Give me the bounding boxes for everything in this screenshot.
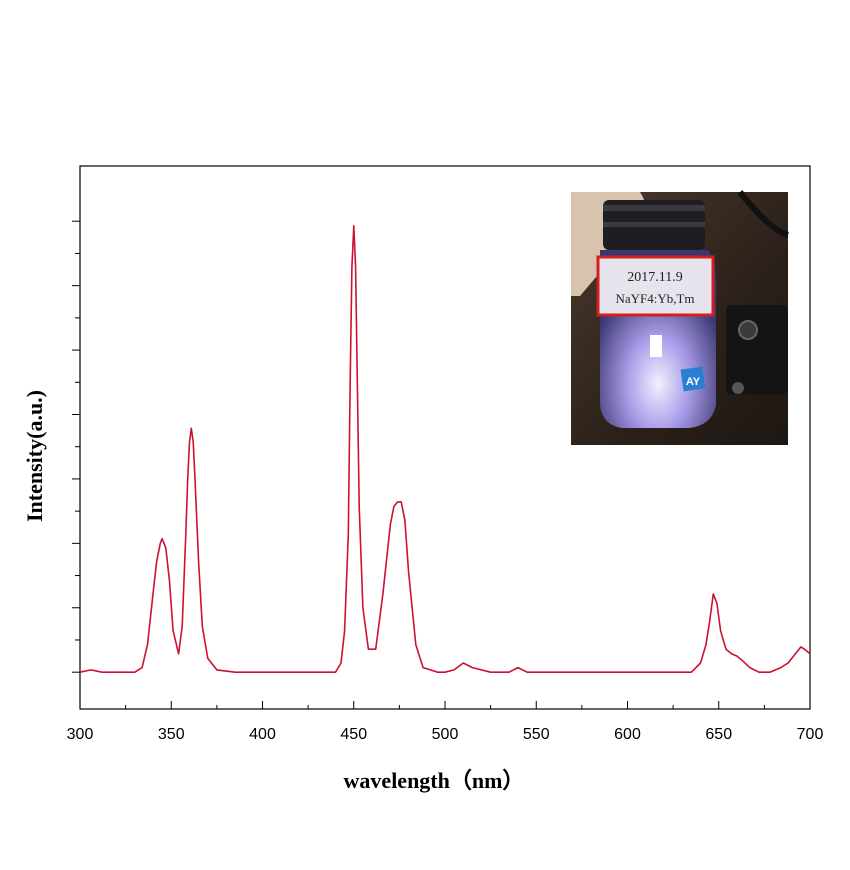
y-axis-title: Intensity(a.u.) — [22, 390, 47, 522]
x-tick-label: 700 — [797, 726, 824, 743]
x-tick-label: 400 — [249, 726, 276, 743]
x-tick-label: 600 — [614, 726, 641, 743]
x-axis-tick-labels: 300 350 400 450 500 550 600 650 700 — [67, 726, 824, 743]
x-tick-label: 650 — [705, 726, 732, 743]
vial-label-date: 2017.11.9 — [627, 270, 682, 285]
y-axis-ticks — [72, 220, 80, 673]
x-tick-label: 300 — [67, 726, 94, 743]
x-axis-title: wavelength（nm） — [344, 768, 525, 793]
x-axis-ticks — [79, 701, 811, 709]
x-tick-label: 450 — [340, 726, 367, 743]
spectrum-line — [79, 225, 811, 673]
vial-label-compound: NaYF4:Yb,Tm — [615, 291, 694, 306]
x-tick-label: 550 — [523, 726, 550, 743]
x-tick-label: 350 — [158, 726, 185, 743]
inset-photo: 2017.11.9 NaYF4:Yb,Tm AY — [571, 190, 789, 445]
vial-sticker-text: AY — [686, 376, 701, 388]
x-tick-label: 500 — [432, 726, 459, 743]
